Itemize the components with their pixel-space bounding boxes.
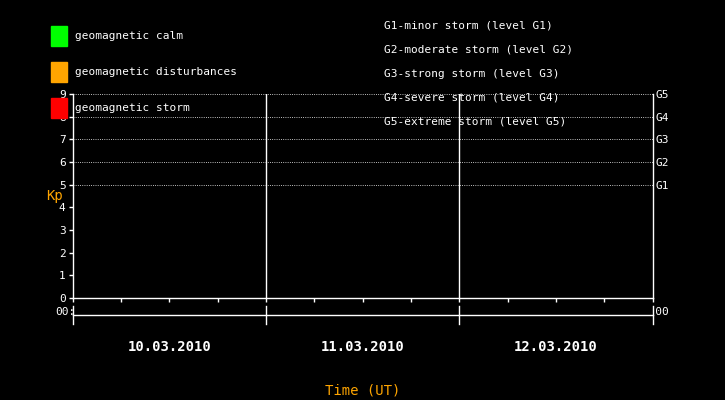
Text: 10.03.2010: 10.03.2010 bbox=[128, 340, 211, 354]
Text: G3-strong storm (level G3): G3-strong storm (level G3) bbox=[384, 69, 560, 79]
Text: Time (UT): Time (UT) bbox=[325, 383, 400, 397]
Text: geomagnetic disturbances: geomagnetic disturbances bbox=[75, 67, 237, 77]
Text: G4-severe storm (level G4): G4-severe storm (level G4) bbox=[384, 93, 560, 103]
Text: geomagnetic storm: geomagnetic storm bbox=[75, 103, 190, 113]
Y-axis label: Kp: Kp bbox=[46, 189, 63, 203]
Text: 12.03.2010: 12.03.2010 bbox=[514, 340, 597, 354]
Text: G5-extreme storm (level G5): G5-extreme storm (level G5) bbox=[384, 117, 566, 127]
Text: geomagnetic calm: geomagnetic calm bbox=[75, 31, 183, 41]
Text: G1-minor storm (level G1): G1-minor storm (level G1) bbox=[384, 21, 553, 31]
Text: 11.03.2010: 11.03.2010 bbox=[320, 340, 405, 354]
Text: G2-moderate storm (level G2): G2-moderate storm (level G2) bbox=[384, 45, 573, 55]
